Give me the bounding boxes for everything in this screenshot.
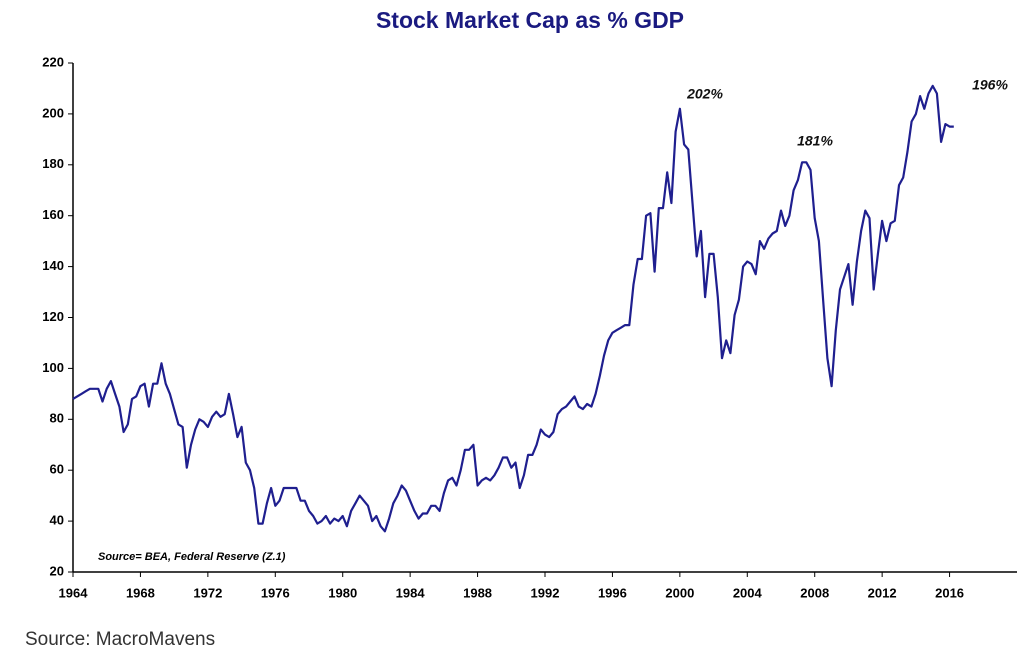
y-tick-label: 20: [50, 563, 64, 578]
y-tick-label: 40: [50, 513, 64, 528]
annotation: 196%: [972, 77, 1008, 93]
x-tick-label: 1996: [598, 585, 627, 600]
chart-title: Stock Market Cap as % GDP: [376, 7, 684, 33]
x-tick-label: 1988: [463, 585, 492, 600]
y-tick-label: 60: [50, 462, 64, 477]
y-tick-label: 220: [42, 54, 64, 69]
y-tick-label: 160: [42, 207, 64, 222]
y-tick-label: 180: [42, 156, 64, 171]
source-note: Source= BEA, Federal Reserve (Z.1): [98, 551, 286, 563]
annotation: 181%: [797, 133, 833, 149]
y-tick-label: 100: [42, 360, 64, 375]
annotation: 202%: [686, 86, 723, 102]
x-tick-label: 1968: [126, 585, 155, 600]
y-tick-label: 120: [42, 309, 64, 324]
x-tick-label: 1972: [193, 585, 222, 600]
y-tick-label: 140: [42, 258, 64, 273]
x-tick-label: 1984: [396, 585, 426, 600]
x-tick-label: 2004: [733, 585, 763, 600]
y-tick-label: 200: [42, 105, 64, 120]
x-tick-label: 2016: [935, 585, 964, 600]
line-series: [72, 84, 954, 533]
x-tick-label: 2000: [665, 585, 694, 600]
x-tick-label: 1964: [59, 585, 89, 600]
x-tick-label: 1992: [531, 585, 560, 600]
x-tick-label: 1980: [328, 585, 357, 600]
y-tick-label: 80: [50, 411, 64, 426]
x-tick-label: 1976: [261, 585, 290, 600]
x-tick-label: 2012: [868, 585, 897, 600]
footer: Source: MacroMavens: [25, 629, 215, 650]
x-tick-label: 2008: [800, 585, 829, 600]
